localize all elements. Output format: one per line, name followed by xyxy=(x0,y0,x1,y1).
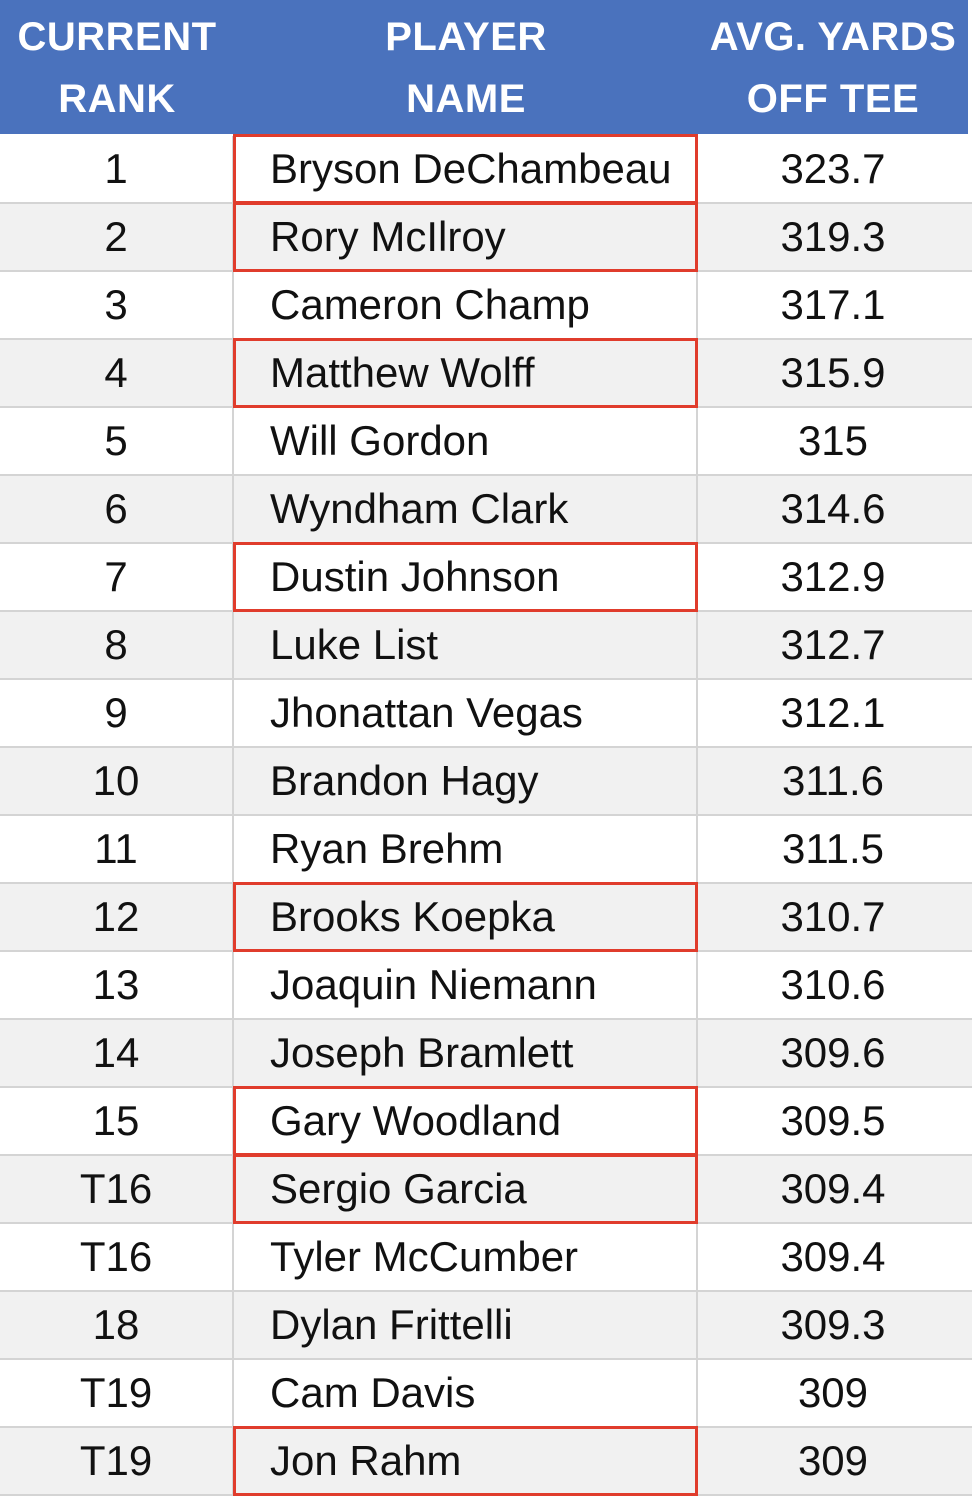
table-row: 1 Bryson DeChambeau 323.7 xyxy=(0,134,972,204)
table-row: 10 Brandon Hagy 311.6 xyxy=(0,748,972,816)
player-name-cell: Jhonattan Vegas xyxy=(234,680,698,746)
player-name-cell: Ryan Brehm xyxy=(234,816,698,882)
table-row: 9 Jhonattan Vegas 312.1 xyxy=(0,680,972,748)
rank-cell: T19 xyxy=(0,1360,234,1426)
player-name-cell: Luke List xyxy=(234,612,698,678)
header-player-name: PLAYER NAME xyxy=(385,15,547,121)
table-row: T16 Sergio Garcia 309.4 xyxy=(0,1154,972,1224)
avg-yards-cell: 309.6 xyxy=(780,1029,886,1076)
player-name-cell: Wyndham Clark xyxy=(234,476,698,542)
table-row: 11 Ryan Brehm 311.5 xyxy=(0,816,972,884)
avg-yards-cell: 309.3 xyxy=(780,1301,886,1348)
avg-yards-cell: 311.5 xyxy=(782,825,884,872)
table-row: 14 Joseph Bramlett 309.6 xyxy=(0,1020,972,1088)
avg-yards-cell: 314.6 xyxy=(780,485,886,532)
player-name-cell: Joseph Bramlett xyxy=(234,1020,698,1086)
table-row: 6 Wyndham Clark 314.6 xyxy=(0,476,972,544)
player-name-cell: Sergio Garcia xyxy=(233,1154,698,1224)
player-name-cell: Dylan Frittelli xyxy=(234,1292,698,1358)
player-name-cell: Brooks Koepka xyxy=(233,882,698,952)
table-header: CURRENT RANK PLAYER NAME AVG. YARDS OFF … xyxy=(0,0,968,134)
avg-yards-cell: 312.9 xyxy=(780,553,886,600)
player-name-cell: Tyler McCumber xyxy=(234,1224,698,1290)
avg-yards-cell: 309.4 xyxy=(780,1165,886,1212)
table-row: 2 Rory McIlroy 319.3 xyxy=(0,202,972,272)
player-name-cell: Gary Woodland xyxy=(233,1086,698,1156)
rank-cell: T16 xyxy=(0,1156,234,1222)
avg-yards-cell: 312.7 xyxy=(780,621,886,668)
avg-yards-cell: 319.3 xyxy=(780,213,886,260)
table-row: 18 Dylan Frittelli 309.3 xyxy=(0,1292,972,1360)
table-row: T19 Cam Davis 309 xyxy=(0,1360,972,1428)
table-body: 1 Bryson DeChambeau 323.7 2 Rory McIlroy 319.… xyxy=(0,134,972,1496)
table-row: 13 Joaquin Niemann 310.6 xyxy=(0,952,972,1020)
player-name-cell: Cameron Champ xyxy=(234,272,698,338)
avg-yards-cell: 323.7 xyxy=(780,145,886,192)
rank-cell: 7 xyxy=(0,544,234,610)
player-name-cell: Jon Rahm xyxy=(233,1426,698,1496)
table-row: 12 Brooks Koepka 310.7 xyxy=(0,882,972,952)
player-name-cell: Dustin Johnson xyxy=(233,542,698,612)
avg-yards-cell: 309.4 xyxy=(780,1233,886,1280)
table-row: 3 Cameron Champ 317.1 xyxy=(0,272,972,340)
rank-cell: 18 xyxy=(0,1292,234,1358)
rank-cell: 15 xyxy=(0,1088,234,1154)
table-row: 7 Dustin Johnson 312.9 xyxy=(0,542,972,612)
table-row: 4 Matthew Wolff 315.9 xyxy=(0,338,972,408)
player-name-cell: Will Gordon xyxy=(234,408,698,474)
rank-cell: T19 xyxy=(0,1428,234,1494)
table-row: 8 Luke List 312.7 xyxy=(0,612,972,680)
avg-yards-cell: 309 xyxy=(797,1369,869,1416)
rank-cell: 9 xyxy=(0,680,234,746)
avg-yards-cell: 311.6 xyxy=(782,757,884,804)
rank-cell: 11 xyxy=(0,816,234,882)
rank-cell: 6 xyxy=(0,476,234,542)
player-name-cell: Cam Davis xyxy=(234,1360,698,1426)
table-row: T19 Jon Rahm 309 xyxy=(0,1426,972,1496)
rank-cell: 3 xyxy=(0,272,234,338)
avg-yards-cell: 310.7 xyxy=(780,893,886,940)
player-name-cell: Joaquin Niemann xyxy=(234,952,698,1018)
avg-yards-cell: 315 xyxy=(797,417,869,464)
player-name-cell: Brandon Hagy xyxy=(234,748,698,814)
rank-cell: 14 xyxy=(0,1020,234,1086)
rank-cell: 2 xyxy=(0,204,234,270)
avg-yards-cell: 312.1 xyxy=(780,689,886,736)
player-name-cell: Matthew Wolff xyxy=(233,338,698,408)
table-row: 5 Will Gordon 315 xyxy=(0,408,972,476)
header-current-rank: CURRENT RANK xyxy=(17,15,217,121)
player-name-cell: Bryson DeChambeau xyxy=(233,134,698,204)
avg-yards-cell: 309 xyxy=(797,1437,869,1484)
rank-cell: 5 xyxy=(0,408,234,474)
header-avg-yards: AVG. YARDS OFF TEE xyxy=(709,15,957,121)
rank-cell: 4 xyxy=(0,340,234,406)
avg-yards-cell: 315.9 xyxy=(780,349,886,396)
rank-cell: 12 xyxy=(0,884,234,950)
rank-cell: 8 xyxy=(0,612,234,678)
player-name-cell: Rory McIlroy xyxy=(233,202,698,272)
rank-cell: T16 xyxy=(0,1224,234,1290)
rank-cell: 10 xyxy=(0,748,234,814)
avg-yards-cell: 317.1 xyxy=(780,281,886,328)
rank-cell: 1 xyxy=(0,136,234,202)
table-row: 15 Gary Woodland 309.5 xyxy=(0,1086,972,1156)
rank-cell: 13 xyxy=(0,952,234,1018)
avg-yards-cell: 310.6 xyxy=(780,961,886,1008)
avg-yards-cell: 309.5 xyxy=(780,1097,886,1144)
table-row: T16 Tyler McCumber 309.4 xyxy=(0,1224,972,1292)
